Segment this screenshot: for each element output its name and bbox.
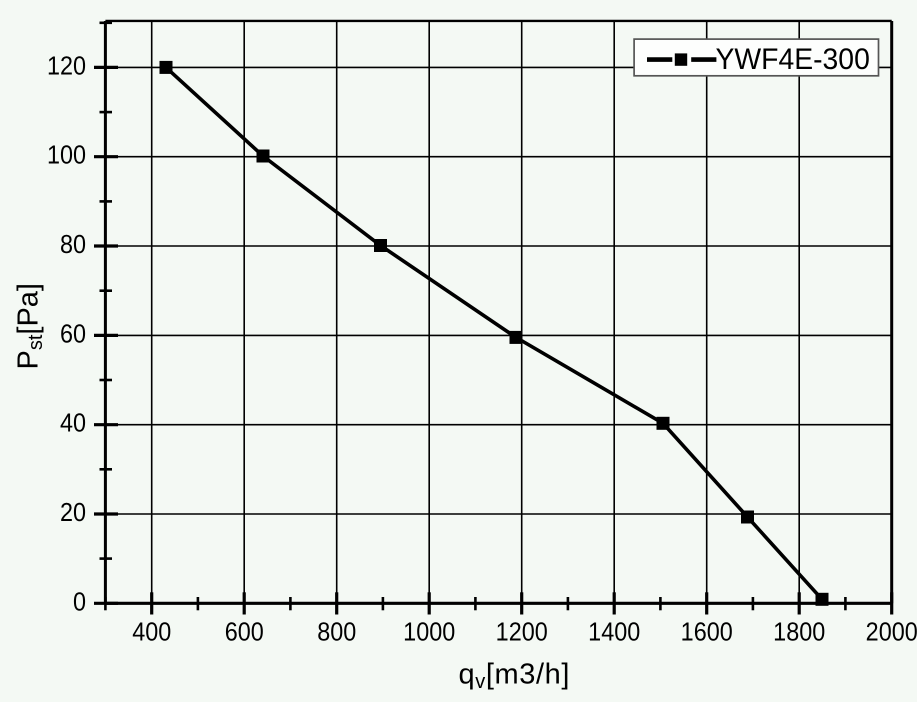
svg-text:80: 80: [60, 231, 86, 259]
svg-text:400: 400: [132, 619, 171, 647]
svg-text:qv[m3/h]: qv[m3/h]: [459, 658, 571, 693]
svg-text:120: 120: [47, 52, 86, 80]
svg-text:1000: 1000: [403, 619, 455, 647]
svg-text:0: 0: [73, 588, 86, 616]
svg-text:60: 60: [60, 320, 86, 348]
svg-text:20: 20: [60, 499, 86, 527]
svg-text:1600: 1600: [681, 619, 733, 647]
svg-text:YWF4E-300: YWF4E-300: [716, 43, 870, 76]
svg-text:40: 40: [60, 410, 86, 438]
svg-text:100: 100: [47, 142, 86, 170]
svg-text:1400: 1400: [588, 619, 640, 647]
svg-text:800: 800: [317, 619, 356, 647]
svg-text:2000: 2000: [866, 619, 917, 647]
svg-text:1200: 1200: [496, 619, 548, 647]
svg-text:Pst[Pa]: Pst[Pa]: [13, 283, 48, 370]
svg-text:1800: 1800: [773, 619, 825, 647]
svg-text:600: 600: [225, 619, 264, 647]
